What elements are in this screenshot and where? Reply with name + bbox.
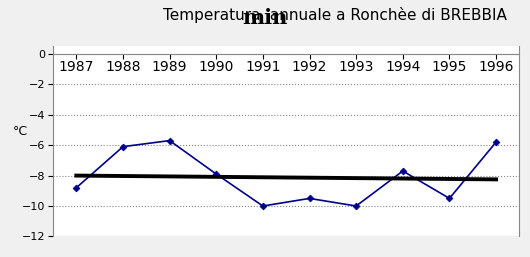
Text: min: min [242, 8, 288, 28]
Y-axis label: °C: °C [13, 125, 28, 138]
Text: Temperatura: Temperatura [163, 8, 265, 23]
Text: annuale a Ronchèe di BREBBIA: annuale a Ronchèe di BREBBIA [265, 8, 507, 23]
